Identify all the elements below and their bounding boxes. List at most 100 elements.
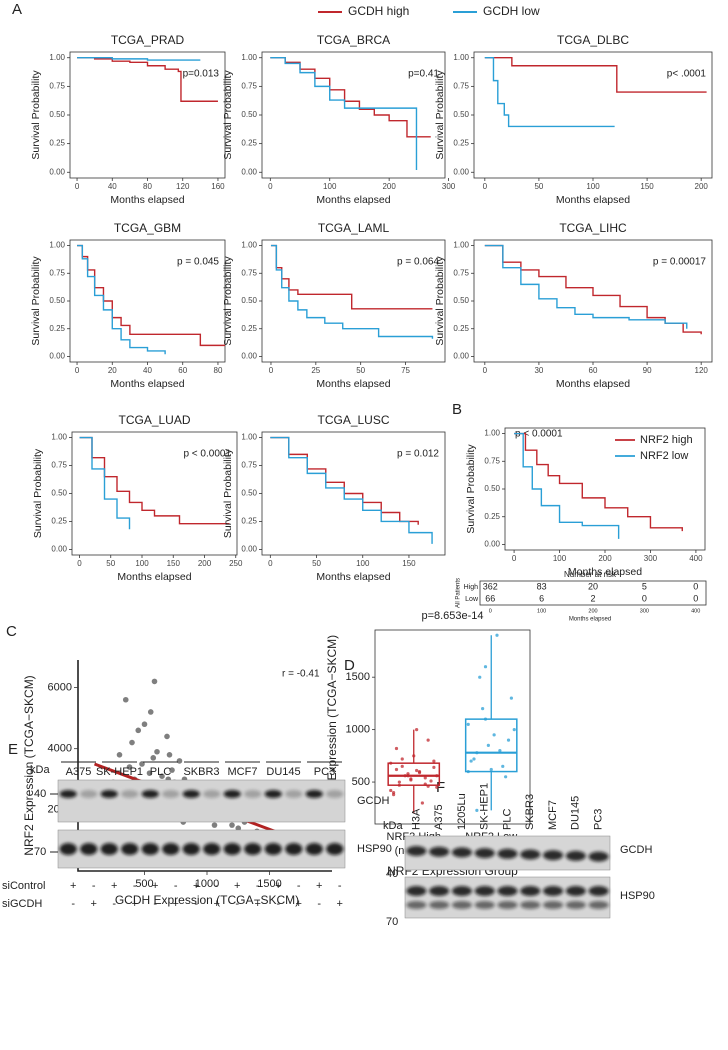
blot-band bbox=[100, 843, 118, 855]
risk-count: 362 bbox=[483, 581, 498, 591]
y-tick-label: 0.75 bbox=[453, 268, 469, 277]
blot-band bbox=[141, 843, 159, 855]
blot-band bbox=[305, 843, 323, 855]
x-tick-label: 300 bbox=[644, 554, 658, 563]
panel-letter: B bbox=[452, 401, 462, 418]
blot-band bbox=[565, 901, 586, 909]
chart-title: TCGA_LIHC bbox=[559, 221, 627, 235]
p-value: p=0.013 bbox=[183, 69, 220, 80]
blot-band bbox=[162, 790, 180, 798]
jitter-point bbox=[415, 768, 419, 773]
survival-curve bbox=[270, 436, 419, 525]
jitter-point bbox=[466, 722, 470, 726]
x-tick-label: 1500 bbox=[257, 878, 281, 890]
y-axis-label: Survival Probability bbox=[434, 70, 446, 160]
jitter-point bbox=[483, 665, 488, 669]
x-tick-label: 25 bbox=[311, 366, 320, 375]
jitter-point bbox=[512, 728, 516, 732]
x-tick-label: 160 bbox=[211, 182, 225, 191]
y-tick-label: 0.00 bbox=[484, 540, 500, 549]
survival-curve bbox=[79, 436, 131, 530]
y-axis-label: NRF2 Expression (TCGA−SKCM) bbox=[22, 675, 36, 855]
risk-count: 83 bbox=[537, 581, 547, 591]
blot-band bbox=[244, 843, 262, 855]
blot-band bbox=[162, 843, 180, 855]
blot-band bbox=[203, 843, 221, 855]
y-tick-label: 0.75 bbox=[241, 461, 257, 470]
protein-label: GCDH bbox=[357, 795, 389, 807]
survival-curve bbox=[270, 57, 431, 138]
y-tick-label: 1000 bbox=[346, 724, 370, 736]
blot-band bbox=[203, 790, 221, 798]
cell-line-label: A375 bbox=[66, 766, 92, 778]
blot-band bbox=[80, 790, 98, 798]
y-axis-label: Survival Probability bbox=[465, 444, 477, 534]
blot-band bbox=[80, 843, 98, 855]
blot-band bbox=[565, 850, 586, 861]
risk-title: Number at risk bbox=[564, 570, 617, 579]
x-axis-label: Months elapsed bbox=[110, 378, 184, 390]
chart-title: TCGA_GBM bbox=[114, 221, 181, 235]
jitter-point bbox=[475, 808, 479, 812]
treatment-sign: - bbox=[297, 880, 301, 892]
y-axis-label: Survival Probability bbox=[222, 256, 234, 346]
blot-band bbox=[244, 790, 262, 798]
scatter-point bbox=[176, 758, 183, 764]
blot-band bbox=[285, 843, 303, 855]
jitter-point bbox=[469, 759, 473, 763]
jitter-point bbox=[506, 738, 511, 742]
cell-line-label: DU145 bbox=[570, 796, 582, 830]
blot-band bbox=[121, 843, 139, 855]
risk-x-tick: 200 bbox=[588, 608, 597, 614]
x-axis-label: Months elapsed bbox=[316, 378, 390, 390]
treatment-sign: - bbox=[235, 898, 239, 910]
x-tick-label: 80 bbox=[214, 366, 223, 375]
jitter-point bbox=[495, 633, 499, 637]
p-value: p = 0.064 bbox=[397, 257, 439, 268]
y-tick-label: 1.00 bbox=[241, 241, 257, 250]
panel-letter: D bbox=[344, 657, 355, 674]
y-tick-label: 1.00 bbox=[453, 241, 469, 250]
legend-label: NRF2 low bbox=[640, 450, 688, 462]
y-tick-label: 1.00 bbox=[453, 53, 469, 62]
treatment-sign: - bbox=[174, 880, 178, 892]
treatment-sign: + bbox=[152, 880, 158, 892]
survival-curve bbox=[77, 244, 166, 355]
plot-frame bbox=[374, 629, 531, 825]
cell-line-label: PLC bbox=[150, 766, 171, 778]
scatter-point bbox=[151, 678, 158, 685]
y-tick-label: 0.50 bbox=[484, 484, 500, 493]
blot-band bbox=[264, 790, 282, 798]
blot-band bbox=[223, 790, 241, 798]
blot-band bbox=[565, 886, 586, 896]
p-value: p = 0.012 bbox=[397, 449, 439, 460]
blot-band bbox=[474, 901, 495, 909]
x-tick-label: 60 bbox=[589, 366, 598, 375]
y-tick-label: 0.00 bbox=[241, 167, 257, 176]
correlation: r = -0.41 bbox=[282, 669, 320, 680]
treatment-sign: + bbox=[111, 880, 117, 892]
blot-band bbox=[406, 886, 427, 896]
jitter-point bbox=[426, 738, 430, 742]
treatment-sign: - bbox=[215, 880, 219, 892]
y-tick-label: 0.50 bbox=[49, 296, 65, 305]
jitter-point bbox=[400, 757, 404, 761]
blot-band bbox=[223, 843, 241, 855]
x-tick-label: 500 bbox=[135, 878, 153, 890]
risk-x-tick: 300 bbox=[640, 608, 649, 614]
jitter-point bbox=[472, 757, 476, 761]
blot-band bbox=[429, 901, 450, 909]
jitter-point bbox=[486, 743, 490, 747]
panel-letter: F bbox=[436, 779, 445, 796]
treatment-sign: + bbox=[132, 898, 138, 910]
blot-strip bbox=[404, 876, 611, 919]
scatter-point bbox=[141, 721, 148, 728]
blot-band bbox=[588, 851, 609, 862]
y-tick-label: 500 bbox=[352, 776, 370, 788]
y-tick-label: 0.00 bbox=[49, 167, 65, 176]
legend-label: GCDH low bbox=[483, 4, 540, 18]
blot-band bbox=[520, 849, 541, 860]
jitter-point bbox=[423, 776, 427, 780]
treatment-sign: - bbox=[133, 880, 137, 892]
blot-band bbox=[406, 901, 427, 909]
